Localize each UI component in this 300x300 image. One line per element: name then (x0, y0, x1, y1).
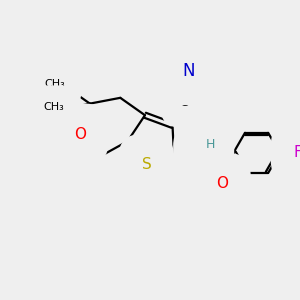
Text: O: O (216, 176, 228, 191)
Text: H: H (206, 138, 215, 151)
Text: N: N (194, 146, 204, 160)
Text: O: O (74, 127, 86, 142)
Text: F: F (294, 146, 300, 160)
Text: CH₃: CH₃ (45, 79, 65, 89)
Text: C: C (180, 96, 188, 109)
Text: N: N (182, 62, 195, 80)
Text: CH₃: CH₃ (43, 102, 64, 112)
Text: S: S (142, 157, 151, 172)
